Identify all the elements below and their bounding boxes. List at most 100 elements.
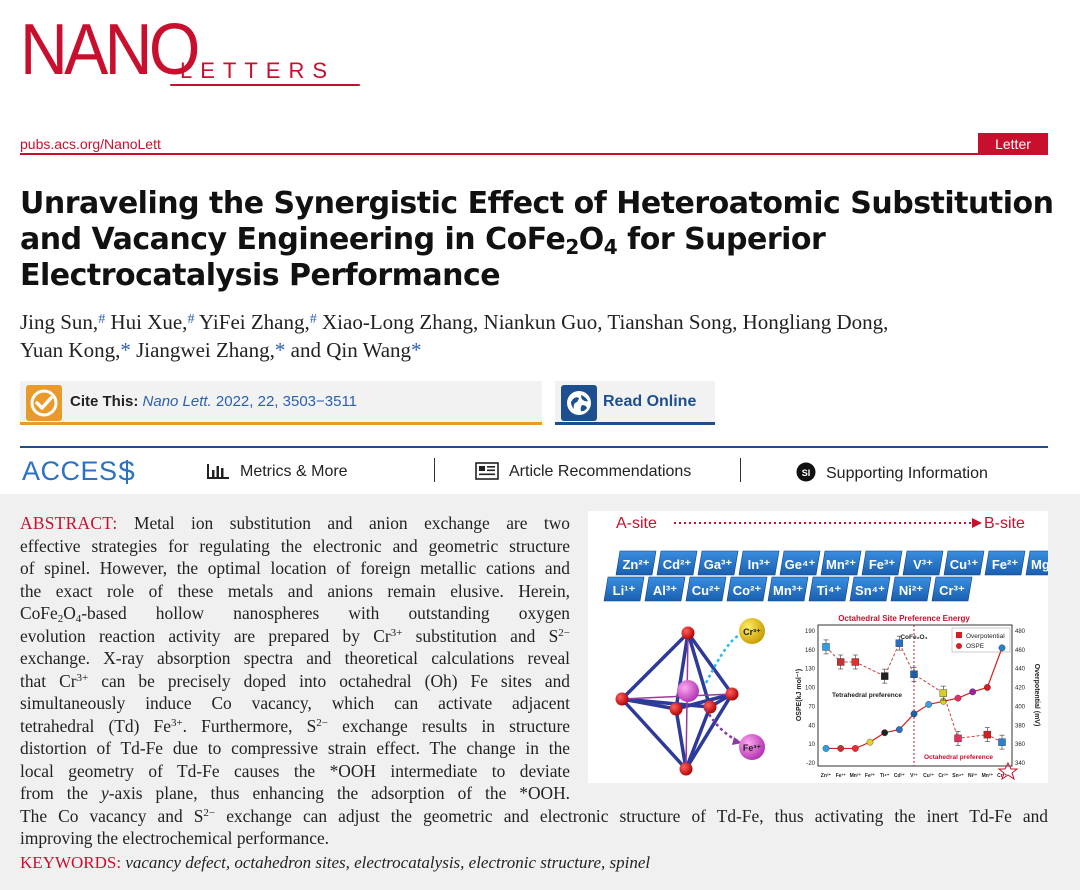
legend-square bbox=[956, 632, 962, 638]
overpotential-point bbox=[954, 734, 962, 743]
supporting-info-button[interactable]: SI Supporting Information bbox=[796, 462, 988, 487]
access-divider bbox=[20, 446, 1048, 448]
overpotential-point bbox=[998, 738, 1006, 746]
y-tick-label: 190 bbox=[805, 629, 816, 635]
author[interactable]: Xiao-Long Zhang, bbox=[322, 310, 479, 334]
bar-chart-icon bbox=[206, 462, 230, 485]
octahedral-label: Octahedral preference bbox=[924, 754, 993, 761]
cation-tile: Cr³⁺ bbox=[931, 576, 973, 602]
x-tick-label: Cd²⁺ bbox=[894, 773, 905, 779]
author[interactable]: Niankun Guo, bbox=[483, 310, 603, 334]
keywords-list: vacancy defect, octahedron sites, electr… bbox=[125, 853, 651, 872]
author[interactable]: Hui Xue,# bbox=[110, 310, 195, 334]
author[interactable]: Jing Sun,# bbox=[20, 310, 106, 334]
abstract-line: from the y-axis plane, thus enhancing th… bbox=[20, 783, 570, 803]
cite-details[interactable]: 2022, 22, 3503−3511 bbox=[215, 393, 358, 410]
ospe-point bbox=[969, 688, 977, 696]
chart-frame bbox=[817, 624, 1013, 767]
abstract-line: CoFe2O4-based hollow nanospheres with ou… bbox=[20, 603, 570, 625]
header-divider bbox=[20, 153, 1048, 155]
journal-url-link[interactable]: pubs.acs.org/NanoLett bbox=[20, 136, 161, 152]
x-tick-label: Fe³⁺ bbox=[865, 773, 876, 779]
overpotential-point bbox=[822, 643, 830, 651]
toc-graphic[interactable]: A-site B-site Zn²⁺ Cd²⁺ Ga³⁺ In³⁺ Ge⁴⁺ Mn²⁺ Fe… bbox=[588, 511, 1048, 783]
cite-text: Cite This: Nano Lett. 2022, 22, 3503−351… bbox=[70, 393, 357, 410]
cation-tile: Cu¹⁺ bbox=[943, 550, 985, 576]
metrics-button[interactable]: Metrics & More bbox=[206, 462, 348, 485]
abstract-line: exchange. X-ray absorption spectra and t… bbox=[20, 648, 570, 668]
octahedron-diagram: Cr³⁺ Fe³⁺ bbox=[615, 618, 765, 776]
overpotential-point bbox=[983, 730, 992, 739]
cation-tile: Ni²⁺ bbox=[890, 576, 932, 602]
cation-label: In³⁺ bbox=[748, 557, 771, 572]
y-tick-label: 10 bbox=[808, 742, 815, 748]
overpotential-point bbox=[939, 689, 948, 697]
keywords-line: KEYWORDS: vacancy defect, octahedron sit… bbox=[20, 853, 650, 873]
abstract-line: tetrahedral (Td) Fe3+. Furthermore, S2− … bbox=[20, 715, 570, 736]
x-tick-label: Ni²⁺ bbox=[968, 773, 978, 779]
ospe-point bbox=[983, 684, 991, 691]
ospe-point bbox=[851, 745, 859, 752]
logo-swoosh bbox=[170, 84, 360, 86]
author[interactable]: and Qin Wang* bbox=[290, 338, 422, 362]
cation-tile: Zn²⁺ bbox=[615, 550, 657, 576]
cation-label: V³⁺ bbox=[913, 557, 933, 572]
cite-this-box[interactable]: Cite This: Nano Lett. 2022, 22, 3503−351… bbox=[20, 381, 542, 425]
cation-label: Zn²⁺ bbox=[622, 557, 649, 572]
read-online-label: Read Online bbox=[603, 393, 697, 410]
abstract-heading: ABSTRACT: bbox=[20, 513, 118, 533]
x-tick-label: Sn⁴⁺ bbox=[952, 773, 964, 779]
x-tick-label: Mn³⁺ bbox=[982, 773, 994, 779]
overpotential-point bbox=[895, 639, 904, 647]
overpotential-point bbox=[851, 658, 860, 666]
author[interactable]: YiFei Zhang,# bbox=[198, 310, 317, 334]
chart-title: Octahedral Site Preference Energy bbox=[838, 614, 970, 623]
y-axis-label: OSPE(kJ mol⁻¹) bbox=[796, 669, 803, 721]
metrics-label: Metrics & More bbox=[240, 463, 348, 480]
read-online-button[interactable]: Read Online bbox=[555, 381, 715, 425]
cation-row-1: Zn²⁺ Cd²⁺ Ga³⁺ In³⁺ Ge⁴⁺ Mn²⁺ Fe³⁺ V³⁺ Cu¹⁺ Fe²⁺ M… bbox=[615, 550, 1048, 576]
cation-tile: Cd²⁺ bbox=[656, 550, 698, 576]
legend-dot bbox=[956, 643, 962, 649]
cation-label: Fe²⁺ bbox=[992, 557, 1019, 572]
cation-label: Ga³⁺ bbox=[704, 557, 733, 572]
y-tick-label: -20 bbox=[806, 761, 815, 767]
ospe-point bbox=[925, 701, 933, 708]
title-text-1: Unraveling the Synergistic Effect of Het… bbox=[20, 186, 1054, 257]
cation-tile: Ti⁴⁺ bbox=[808, 576, 850, 602]
abstract-line: evolution reaction activity are prepared… bbox=[20, 625, 570, 646]
tetrahedral-label: Tetrahedral preference bbox=[832, 692, 902, 699]
fe-ion-label: Fe³⁺ bbox=[743, 743, 762, 753]
site-arrowhead bbox=[972, 518, 982, 528]
abstract-line: of spinel. However, the optimal location… bbox=[20, 558, 570, 578]
cite-journal[interactable]: Nano Lett. bbox=[142, 393, 212, 410]
cofe-label: CoFe₂O₄ bbox=[900, 634, 927, 641]
abstract-line: effective strategies for regulating the … bbox=[20, 535, 570, 556]
star-marker-icon bbox=[997, 761, 1019, 781]
recommendations-button[interactable]: Article Recommendations bbox=[475, 462, 691, 485]
a-site-label: A-site bbox=[616, 515, 657, 532]
author[interactable]: Tianshan Song, bbox=[607, 310, 738, 334]
cation-tile: Ge⁴⁺ bbox=[779, 550, 821, 576]
cite-label: Cite This: bbox=[70, 393, 139, 410]
toolbar-separator bbox=[740, 458, 741, 482]
keywords-heading: KEYWORDS: bbox=[20, 853, 122, 872]
cation-tile: Fe²⁺ bbox=[984, 550, 1026, 576]
cation-label: Cr³⁺ bbox=[939, 583, 965, 598]
author[interactable]: Jiangwei Zhang,* bbox=[136, 338, 286, 362]
cation-label: Fe³⁺ bbox=[869, 557, 896, 572]
author[interactable]: Hongliang Dong, bbox=[742, 310, 889, 334]
legend-overpotential: Overpotential bbox=[966, 633, 1005, 640]
x-tick-label: Zn²⁺ bbox=[821, 773, 832, 779]
overpotential-point bbox=[836, 658, 845, 666]
abstract-line: distortion of Td-Fe due to compressive s… bbox=[20, 738, 570, 758]
globe-icon bbox=[561, 385, 597, 421]
cation-label: Cu¹⁺ bbox=[950, 557, 979, 572]
y2-tick-label: 340 bbox=[1015, 761, 1026, 767]
supporting-info-label: Supporting Information bbox=[826, 465, 988, 482]
abstract-line: improving the electrochemical performanc… bbox=[20, 828, 330, 848]
y2-tick-label: 480 bbox=[1015, 629, 1026, 635]
article-title: Unraveling the Synergistic Effect of Het… bbox=[20, 186, 1060, 294]
author-list: Jing Sun,# Hui Xue,# YiFei Zhang,# Xiao-… bbox=[20, 308, 1050, 364]
author[interactable]: Yuan Kong,* bbox=[20, 338, 131, 362]
